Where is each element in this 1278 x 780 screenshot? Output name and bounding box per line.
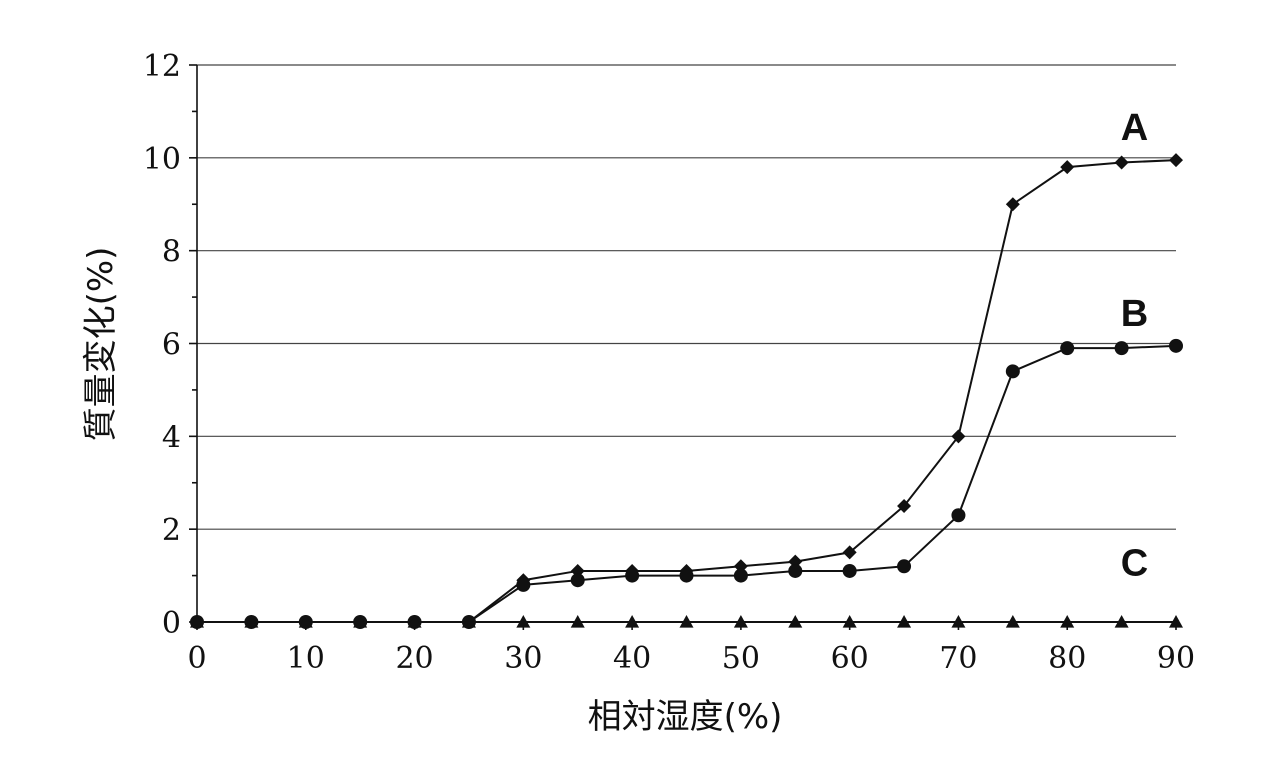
point-C-60 [842,615,857,628]
x-tick-label-0: 0 [187,641,206,676]
y-tick-labels: 0 2 4 6 8 10 12 [143,49,181,641]
point-C-25 [461,615,476,628]
point-B-90 [1169,338,1183,353]
point-B-30 [516,577,531,592]
point-B-50 [733,568,748,583]
point-C-15 [353,615,368,628]
point-C-45 [679,615,694,628]
series-label-C: C [1121,543,1148,585]
point-C-35 [570,615,585,628]
x-tick-label-90: 90 [1157,641,1195,676]
series-C [190,615,1183,628]
y-tick-label-6: 6 [162,328,181,363]
point-C-5 [244,615,259,628]
y-axis-title: 質量変化(%) [81,247,121,442]
point-A-75 [1005,197,1020,212]
point-B-70 [951,508,966,523]
series-labels: A B C [1121,107,1148,584]
point-C-75 [1005,615,1020,628]
point-A-70 [951,429,966,444]
y-tick-label-10: 10 [143,142,181,177]
point-B-75 [1005,364,1020,379]
x-tick-label-40: 40 [613,641,651,676]
point-A-85 [1114,155,1129,170]
point-C-30 [516,615,531,628]
axes [189,64,1177,630]
point-C-70 [951,615,966,628]
x-tick-label-20: 20 [395,641,433,676]
point-B-65 [897,559,912,574]
x-tick-label-60: 60 [831,641,869,676]
point-B-55 [788,563,803,578]
point-C-0 [190,615,204,628]
point-A-90 [1169,153,1183,168]
x-tick-label-70: 70 [939,641,977,676]
point-B-45 [679,568,694,583]
series-A [190,153,1183,629]
x-tick-label-10: 10 [287,641,325,676]
point-A-80 [1060,160,1075,175]
series-label-B: B [1121,293,1148,335]
point-B-85 [1114,341,1129,356]
point-C-10 [298,615,313,628]
x-tick-label-50: 50 [722,641,760,676]
series-B [190,338,1183,629]
x-tick-label-30: 30 [504,641,542,676]
point-C-65 [897,615,912,628]
point-C-90 [1169,615,1183,628]
y-tick-label-4: 4 [162,420,181,455]
point-C-40 [625,615,640,628]
point-C-50 [733,615,748,628]
point-C-20 [407,615,422,628]
point-C-85 [1114,615,1129,628]
gridlines [197,64,1176,530]
point-A-60 [842,545,857,560]
point-B-35 [570,573,585,588]
x-tick-labels: 0 10 20 30 40 50 60 70 80 90 [187,641,1195,676]
point-C-55 [788,615,803,628]
y-tick-label-2: 2 [162,513,181,548]
point-C-80 [1060,615,1075,628]
point-B-60 [842,563,857,578]
y-tick-label-0: 0 [162,606,181,641]
y-tick-label-12: 12 [143,49,181,84]
y-tick-label-8: 8 [162,235,181,270]
series-line-A [197,159,1177,623]
series-label-A: A [1121,107,1148,149]
point-B-80 [1060,341,1075,356]
series-group [190,153,1183,629]
point-A-65 [897,498,912,513]
x-tick-label-80: 80 [1048,641,1086,676]
x-axis-title: 相対湿度(%) [588,697,783,737]
point-B-40 [625,568,640,583]
